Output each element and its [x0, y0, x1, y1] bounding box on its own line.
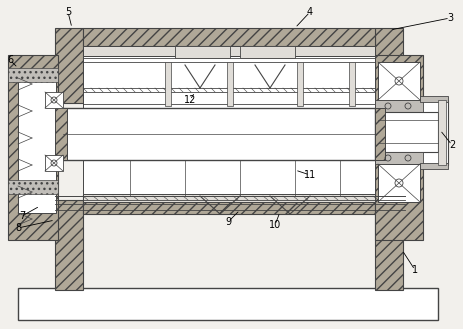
Bar	[297, 62, 303, 106]
Bar	[165, 62, 171, 106]
Bar	[83, 28, 375, 46]
Bar	[83, 196, 375, 214]
Text: 5: 5	[65, 7, 71, 17]
Bar	[375, 100, 423, 112]
Bar	[83, 56, 375, 108]
Bar	[18, 78, 56, 213]
Bar	[8, 180, 58, 194]
Text: 6: 6	[7, 55, 13, 65]
Bar	[375, 200, 403, 290]
Bar	[375, 108, 385, 160]
Bar	[83, 194, 375, 202]
Text: 9: 9	[225, 217, 231, 227]
Text: 8: 8	[15, 223, 21, 233]
Bar	[420, 96, 448, 102]
Bar	[378, 112, 438, 152]
Bar	[378, 62, 420, 100]
Bar	[63, 108, 375, 160]
Text: 7: 7	[19, 211, 25, 221]
Bar	[55, 108, 67, 160]
Text: 12: 12	[184, 95, 196, 105]
Bar	[83, 160, 375, 198]
Text: 10: 10	[269, 220, 281, 230]
Bar	[378, 164, 420, 202]
Text: 3: 3	[447, 13, 453, 23]
Text: 11: 11	[304, 170, 316, 180]
Bar	[45, 92, 63, 108]
Bar	[55, 28, 83, 103]
Bar	[227, 62, 233, 106]
Text: 1: 1	[412, 265, 418, 275]
Bar	[8, 55, 58, 240]
Bar	[438, 100, 446, 165]
Bar	[8, 68, 58, 82]
Bar	[375, 152, 423, 164]
Bar	[420, 163, 448, 169]
Bar	[420, 100, 448, 165]
Bar	[375, 55, 423, 240]
Bar	[375, 28, 403, 103]
Bar	[55, 200, 83, 290]
Bar	[240, 46, 295, 58]
Bar	[349, 62, 355, 106]
Bar	[45, 155, 63, 171]
Bar	[175, 46, 230, 58]
Text: 4: 4	[307, 7, 313, 17]
Text: 2: 2	[449, 140, 455, 150]
Bar	[18, 288, 438, 320]
Bar	[83, 46, 375, 56]
